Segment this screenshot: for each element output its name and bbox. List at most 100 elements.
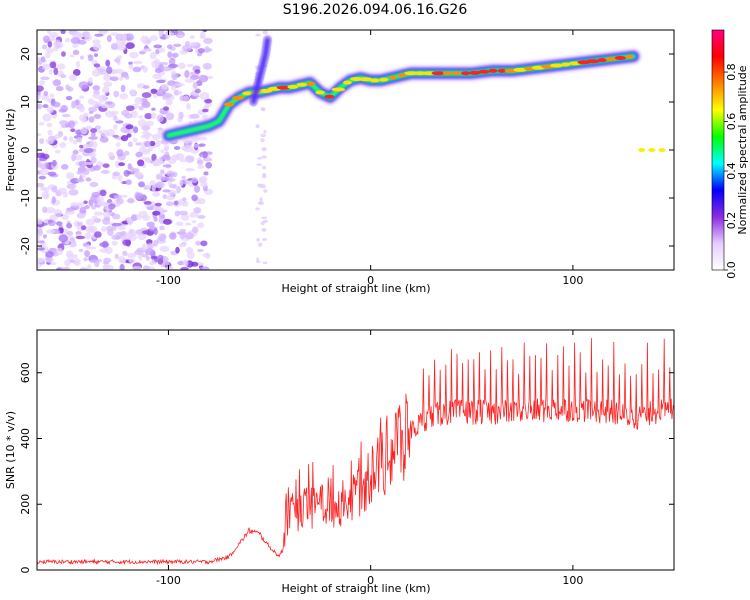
noise-speckle: [259, 197, 263, 202]
noise-speckle: [171, 52, 179, 58]
noise-speckle: [161, 154, 171, 161]
noise-speckle: [42, 35, 50, 44]
noise-speckle: [93, 211, 104, 216]
noise-speckle: [129, 51, 139, 59]
noise-speckle: [128, 61, 133, 66]
noise-speckle: [262, 173, 266, 177]
noise-speckle: [93, 218, 102, 223]
y-tick-label: 10: [19, 95, 32, 109]
noise-speckle: [124, 113, 133, 119]
noise-speckle: [185, 168, 195, 172]
noise-speckle: [88, 77, 93, 84]
noise-speckle: [116, 197, 124, 205]
noise-speckle: [141, 48, 150, 52]
background-noise-layer: [37, 30, 269, 270]
noise-speckle: [89, 181, 99, 187]
noise-speckle: [52, 79, 62, 87]
noise-speckle: [91, 69, 101, 77]
y-tick-label: 0: [19, 567, 32, 574]
noise-speckle: [162, 189, 171, 193]
trace-peak: [359, 77, 373, 82]
noise-speckle: [169, 232, 177, 240]
noise-speckle: [90, 156, 97, 164]
noise-speckle: [150, 255, 158, 260]
trace-peak: [478, 69, 490, 74]
noise-speckle: [99, 136, 109, 143]
noise-speckle: [261, 227, 267, 232]
noise-speckle: [135, 151, 143, 158]
noise-speckle: [122, 33, 128, 42]
noise-speckle: [80, 126, 88, 135]
noise-speckle: [55, 247, 63, 255]
noise-speckle: [114, 58, 121, 63]
x-tick-label: -100: [156, 274, 181, 287]
noise-speckle: [109, 76, 119, 82]
snr-axes: -100 0 100 0 200 400 600: [19, 330, 674, 587]
y-tick-label: 0: [19, 147, 32, 154]
noise-speckle: [103, 74, 112, 82]
noise-speckle: [165, 201, 174, 207]
noise-speckle: [41, 44, 48, 50]
noise-speckle: [196, 262, 204, 267]
noise-speckle: [102, 163, 110, 168]
x-tick-label: -100: [156, 574, 181, 587]
noise-speckle: [111, 222, 122, 227]
noise-speckle: [37, 247, 45, 251]
noise-speckle: [48, 69, 53, 75]
noise-speckle: [80, 55, 85, 60]
noise-speckle: [42, 234, 48, 239]
noise-speckle: [42, 113, 52, 122]
noise-speckle: [88, 110, 94, 115]
noise-speckle: [152, 210, 161, 216]
noise-speckle: [202, 253, 211, 258]
noise-speckle: [55, 85, 64, 92]
noise-speckle: [72, 139, 78, 145]
noise-speckle: [81, 172, 86, 179]
noise-speckle: [85, 177, 92, 182]
noise-speckle: [92, 165, 101, 171]
colorbar-tick-label: 0.0: [725, 261, 738, 279]
noise-speckle: [71, 100, 76, 109]
noise-speckle: [88, 246, 97, 250]
noise-speckle: [68, 189, 79, 196]
noise-speckle: [189, 212, 199, 218]
spectrogram-y-axis-label: Frequency (Hz): [4, 109, 17, 192]
noise-speckle: [110, 42, 118, 50]
noise-speckle: [47, 219, 56, 227]
noise-speckle: [60, 164, 69, 170]
noise-speckle: [111, 240, 118, 246]
noise-speckle: [261, 238, 268, 241]
colorbar: 0.0 0.2 0.4 0.6 0.8 Normalized spectral ampl…: [711, 29, 749, 279]
noise-speckle: [112, 171, 121, 177]
noise-speckle: [256, 163, 263, 166]
noise-speckle: [126, 133, 132, 138]
noise-speckle: [69, 54, 75, 58]
noise-speckle: [51, 196, 56, 204]
trace-peak: [625, 54, 634, 59]
noise-speckle: [113, 90, 120, 98]
noise-speckle: [60, 104, 69, 113]
trace-peak: [497, 68, 507, 73]
noise-speckle: [69, 74, 77, 82]
noise-speckle: [186, 103, 191, 110]
noise-speckle: [37, 103, 42, 109]
noise-speckle: [123, 169, 130, 177]
noise-speckle: [53, 67, 59, 76]
snr-series-line: [37, 338, 674, 566]
noise-speckle: [156, 89, 164, 97]
noise-speckle: [70, 202, 80, 207]
noise-speckle: [142, 230, 150, 235]
noise-speckle: [66, 231, 74, 236]
noise-speckle: [152, 73, 162, 80]
noise-speckle: [45, 206, 56, 214]
noise-speckle: [255, 65, 261, 70]
noise-speckle: [165, 195, 175, 201]
noise-speckle: [176, 186, 181, 194]
noise-speckle: [167, 51, 173, 58]
trace-peak: [488, 68, 498, 73]
noise-speckle: [142, 37, 152, 45]
noise-speckle: [170, 70, 177, 76]
noise-speckle: [68, 136, 74, 143]
noise-speckle: [155, 181, 165, 189]
